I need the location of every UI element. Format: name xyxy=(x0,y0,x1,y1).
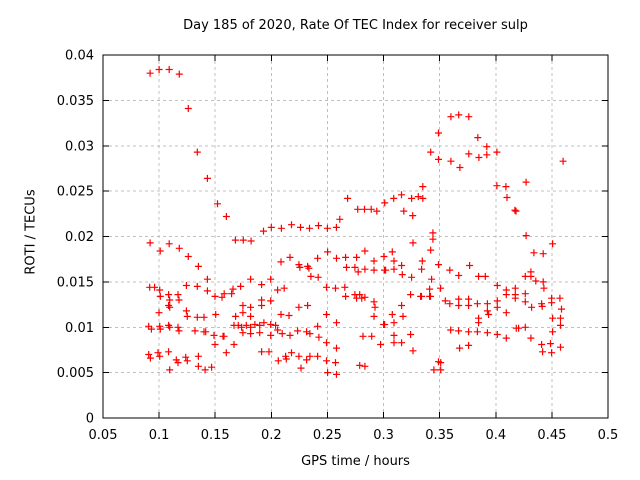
x-tick-label: 0.5 xyxy=(598,428,619,443)
scatter-points xyxy=(145,66,567,378)
x-tick-label: 0.35 xyxy=(425,428,454,443)
y-tick-label: 0.025 xyxy=(57,185,94,200)
y-tick-label: 0.02 xyxy=(65,230,94,245)
x-tick-label: 0.45 xyxy=(537,428,566,443)
y-tick-label: 0 xyxy=(86,412,94,427)
y-tick-label: 0.015 xyxy=(57,275,94,290)
y-tick-label: 0.005 xyxy=(57,366,94,381)
x-tick-label: 0.15 xyxy=(201,428,230,443)
x-axis-label: GPS time / hours xyxy=(301,454,410,469)
x-tick-label: 0.05 xyxy=(89,428,118,443)
y-tick-label: 0.01 xyxy=(65,321,94,336)
x-tick-label: 0.1 xyxy=(149,428,170,443)
x-tick-label: 0.3 xyxy=(373,428,394,443)
x-tick-label: 0.2 xyxy=(261,428,282,443)
chart-title: Day 185 of 2020, Rate Of TEC Index for r… xyxy=(183,18,528,33)
y-tick-label: 0.035 xyxy=(57,94,94,109)
y-tick-label: 0.03 xyxy=(65,139,94,154)
x-tick-label: 0.4 xyxy=(485,428,506,443)
plot-frame xyxy=(102,54,609,419)
gridlines xyxy=(103,55,608,418)
x-tick-label: 0.25 xyxy=(313,428,342,443)
y-tick-label: 0.04 xyxy=(65,49,94,64)
